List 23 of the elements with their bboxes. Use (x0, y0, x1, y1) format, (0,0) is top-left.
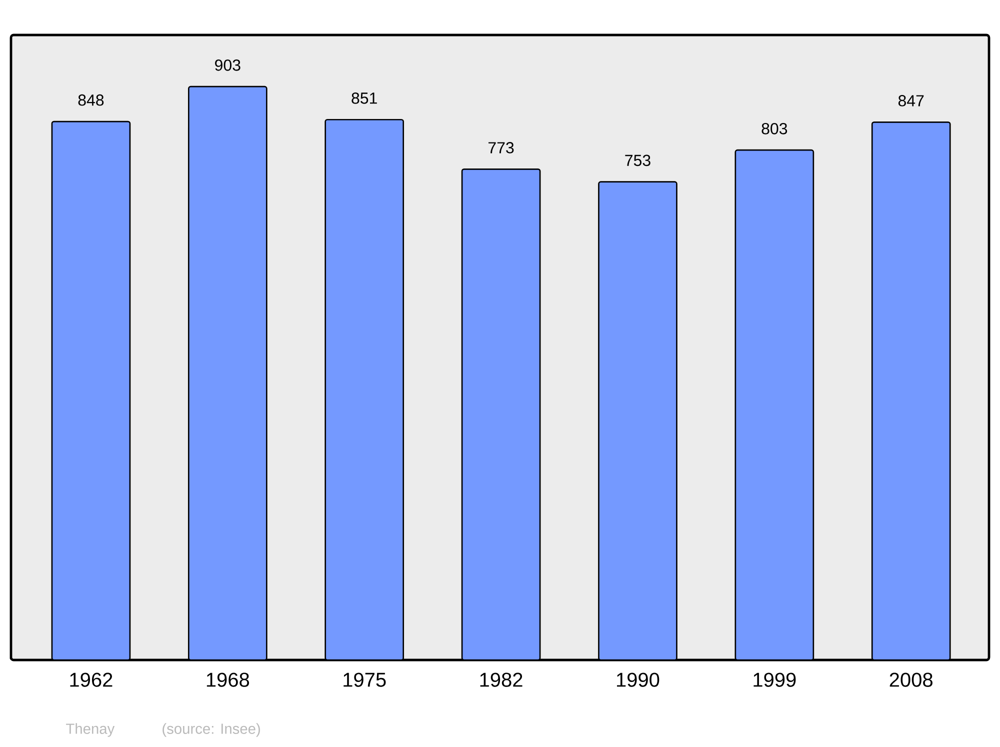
bar (51, 120, 131, 660)
x-tick-label: 1999 (754, 672, 796, 687)
x-tick-label: 1982 (480, 672, 522, 687)
bar (734, 149, 814, 660)
x-tick-label: 1962 (70, 672, 112, 687)
data-label: 847 (898, 95, 924, 106)
data-label: 903 (215, 60, 240, 71)
bar (188, 86, 268, 660)
text: Thenay (66, 723, 115, 737)
data-label: 773 (488, 142, 514, 154)
bar (461, 168, 541, 660)
data-label: 848 (78, 94, 104, 106)
x-tick-label: 1968 (206, 672, 250, 687)
bar (324, 118, 404, 660)
text: (source: Insee) (162, 723, 260, 737)
bar (871, 121, 951, 660)
bar (598, 181, 678, 660)
data-label: 803 (762, 123, 788, 134)
data-label: 753 (625, 154, 650, 166)
x-tick-label: 2008 (890, 672, 932, 687)
x-tick-label: 1990 (617, 672, 660, 687)
data-label: 851 (352, 92, 377, 104)
x-tick-label: 1975 (344, 672, 386, 687)
